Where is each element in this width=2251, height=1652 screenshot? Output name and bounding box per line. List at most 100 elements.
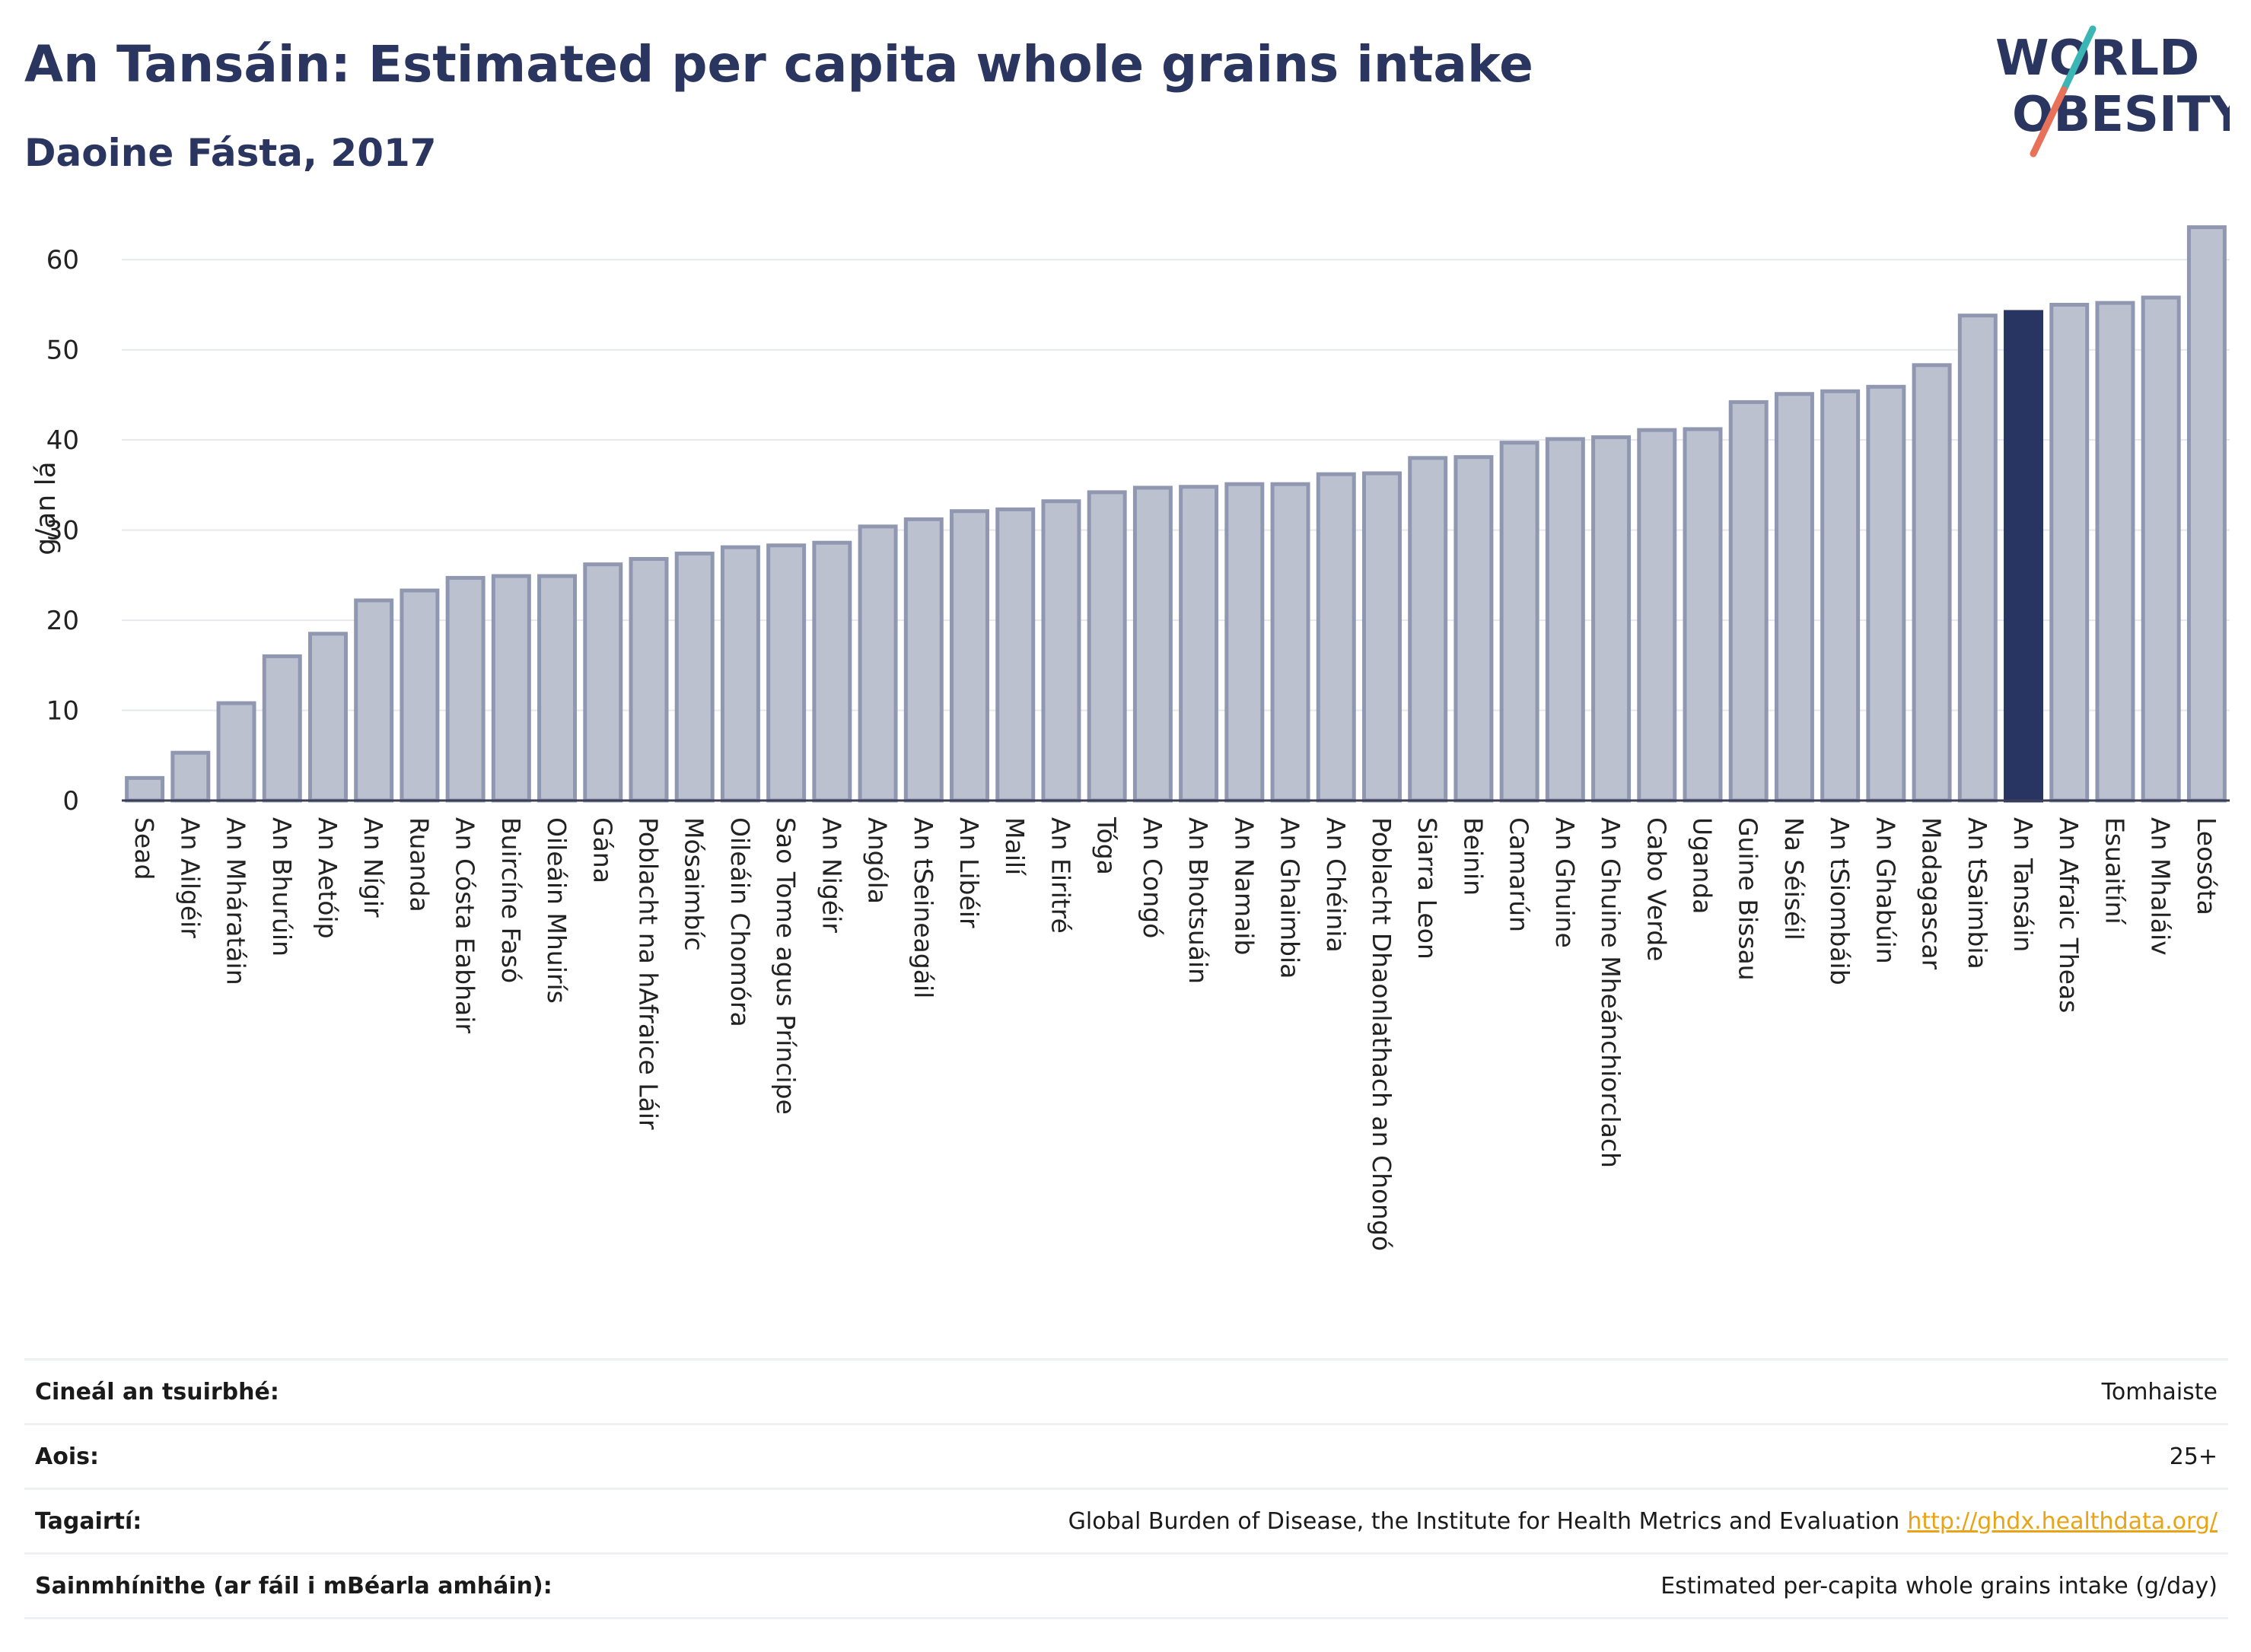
metadata-value-text: Estimated per-capita whole grains intake… — [1660, 1572, 2218, 1599]
metadata-value-text: Tomhaiste — [2101, 1378, 2218, 1405]
x-tick-label: Camarún — [1504, 817, 1534, 932]
bar — [1224, 482, 1265, 803]
bar — [354, 598, 394, 803]
bar — [1087, 490, 1127, 803]
logo-slash-top — [2060, 25, 2097, 94]
bar — [1774, 392, 1814, 803]
bar — [1866, 384, 1906, 803]
x-tick-label: Ruanda — [404, 817, 434, 912]
bar — [995, 507, 1036, 803]
bar — [125, 775, 165, 803]
bar — [1820, 389, 1861, 803]
x-tick-label: Buircíne Fasó — [496, 817, 526, 983]
bar — [1132, 485, 1173, 803]
metadata-row: Sainmhínithe (ar fáil i mBéarla amháin):… — [24, 1552, 2228, 1619]
bar — [537, 574, 578, 803]
x-tick-label: An Ghuine — [1550, 817, 1580, 948]
bar — [1041, 499, 1081, 803]
bar — [674, 551, 715, 803]
y-tick-label: 40 — [46, 425, 79, 456]
bar — [262, 654, 302, 803]
source-link[interactable]: http://ghdx.healthdata.org/ — [1907, 1507, 2218, 1535]
x-tick-label: An Ghabúin — [1871, 817, 1900, 964]
x-tick-label: An Libéir — [954, 817, 984, 928]
metadata-row: Cineál an tsuirbhé: Tomhaiste — [24, 1358, 2228, 1423]
x-tick-label: Oileáin Mhuirís — [542, 817, 572, 1004]
metadata-value-text: 25+ — [2169, 1443, 2218, 1470]
bar — [307, 632, 348, 803]
x-tick-label: An Afraic Theas — [2054, 817, 2084, 1013]
bar — [1361, 471, 1402, 803]
x-tick-label: Beinin — [1458, 817, 1488, 896]
bar — [766, 543, 807, 803]
x-tick-label: An Chéinia — [1321, 817, 1351, 953]
bars — [125, 225, 2227, 803]
x-tick-label: An Ailgéir — [175, 817, 205, 938]
world-obesity-logo: WORLD OBESITY — [1995, 25, 2230, 158]
y-tick-label: 10 — [46, 696, 79, 727]
x-tick-label: Angóla — [863, 817, 893, 904]
bar — [1316, 472, 1356, 803]
bar — [1957, 314, 1998, 803]
logo-line1: WORLD — [1995, 30, 2199, 87]
x-tick-label: An Namaib — [1229, 817, 1259, 955]
x-tick-label: An Bhurúin — [267, 817, 297, 957]
metadata-value: Global Burden of Disease, the Institute … — [1068, 1508, 2218, 1535]
bar — [445, 575, 486, 803]
metadata-value: Tomhaiste — [2102, 1379, 2218, 1405]
bar — [1728, 399, 1769, 803]
metadata-value: Estimated per-capita whole grains intake… — [1660, 1573, 2218, 1599]
metadata-label: Tagairtí: — [35, 1507, 142, 1535]
x-tick-label: Leosóta — [2192, 817, 2221, 915]
x-tick-label: Poblacht na hAfraice Láir — [634, 817, 664, 1130]
bar — [2049, 302, 2090, 803]
bar — [1408, 456, 1448, 803]
y-axis-ticks: 0 10 20 30 40 50 60 — [46, 245, 79, 816]
x-tick-label: An Ghuine Mheánchiorclach — [1596, 817, 1625, 1168]
metadata-table: Cineál an tsuirbhé: Tomhaiste Aois: 25+ Taga… — [24, 1358, 2228, 1619]
x-tick-label: Mailí — [1000, 817, 1030, 877]
x-tick-label: Siarra Leon — [1412, 817, 1442, 960]
x-tick-label: An Aetóip — [313, 817, 342, 939]
x-tick-label: An Ghaimbia — [1275, 817, 1305, 979]
bar — [1591, 435, 1632, 803]
bar — [1499, 441, 1539, 803]
bar — [170, 750, 211, 803]
bar — [583, 562, 623, 803]
y-axis-label: g/an lá — [30, 461, 62, 555]
bar — [2141, 295, 2181, 803]
x-tick-label: Cabo Verde — [1641, 817, 1671, 961]
x-tick-label: An tSiombáib — [1825, 817, 1855, 985]
metadata-label: Sainmhínithe (ar fáil i mBéarla amháin): — [35, 1572, 552, 1599]
metadata-row: Tagairtí: Global Burden of Disease, the I… — [24, 1488, 2228, 1552]
chart-subtitle: Daoine Fásta, 2017 — [24, 131, 437, 175]
y-tick-label: 0 — [62, 786, 79, 816]
x-tick-label: Gána — [587, 817, 617, 883]
metadata-value: 25+ — [2170, 1444, 2218, 1470]
bar — [491, 574, 531, 803]
metadata-row: Aois: 25+ — [24, 1423, 2228, 1488]
bar — [2186, 225, 2227, 803]
x-tick-label: Uganda — [1688, 817, 1718, 914]
bar — [400, 588, 440, 803]
x-tick-label: An Congó — [1138, 817, 1167, 938]
bar — [2095, 301, 2135, 803]
bar — [903, 517, 944, 803]
bar — [1912, 363, 1952, 803]
bar — [1545, 437, 1585, 803]
x-tick-label: An Mhaláiv — [2146, 817, 2176, 956]
metadata-label: Cineál an tsuirbhé: — [35, 1378, 279, 1405]
x-tick-label: An Bhotsuáin — [1183, 817, 1213, 984]
bar — [1453, 455, 1494, 803]
bar — [950, 509, 990, 803]
x-tick-label: An Eiritré — [1046, 817, 1075, 934]
bar-highlight — [2004, 310, 2044, 803]
metadata-value-text: Global Burden of Disease, the Institute … — [1068, 1507, 1900, 1535]
bar — [1637, 428, 1677, 803]
x-tick-label: Madagascar — [1917, 817, 1947, 970]
x-tick-label: Poblacht Dhaonlathach an Chongó — [1367, 817, 1396, 1251]
x-tick-label: Oileáin Chomóra — [725, 817, 755, 1027]
x-tick-label: Sead — [129, 817, 159, 880]
x-axis-labels: Sead An Ailgéir An Mháratáin An Bhurúin An A… — [129, 816, 2221, 1251]
x-tick-label: Guine Bissau — [1734, 817, 1763, 981]
